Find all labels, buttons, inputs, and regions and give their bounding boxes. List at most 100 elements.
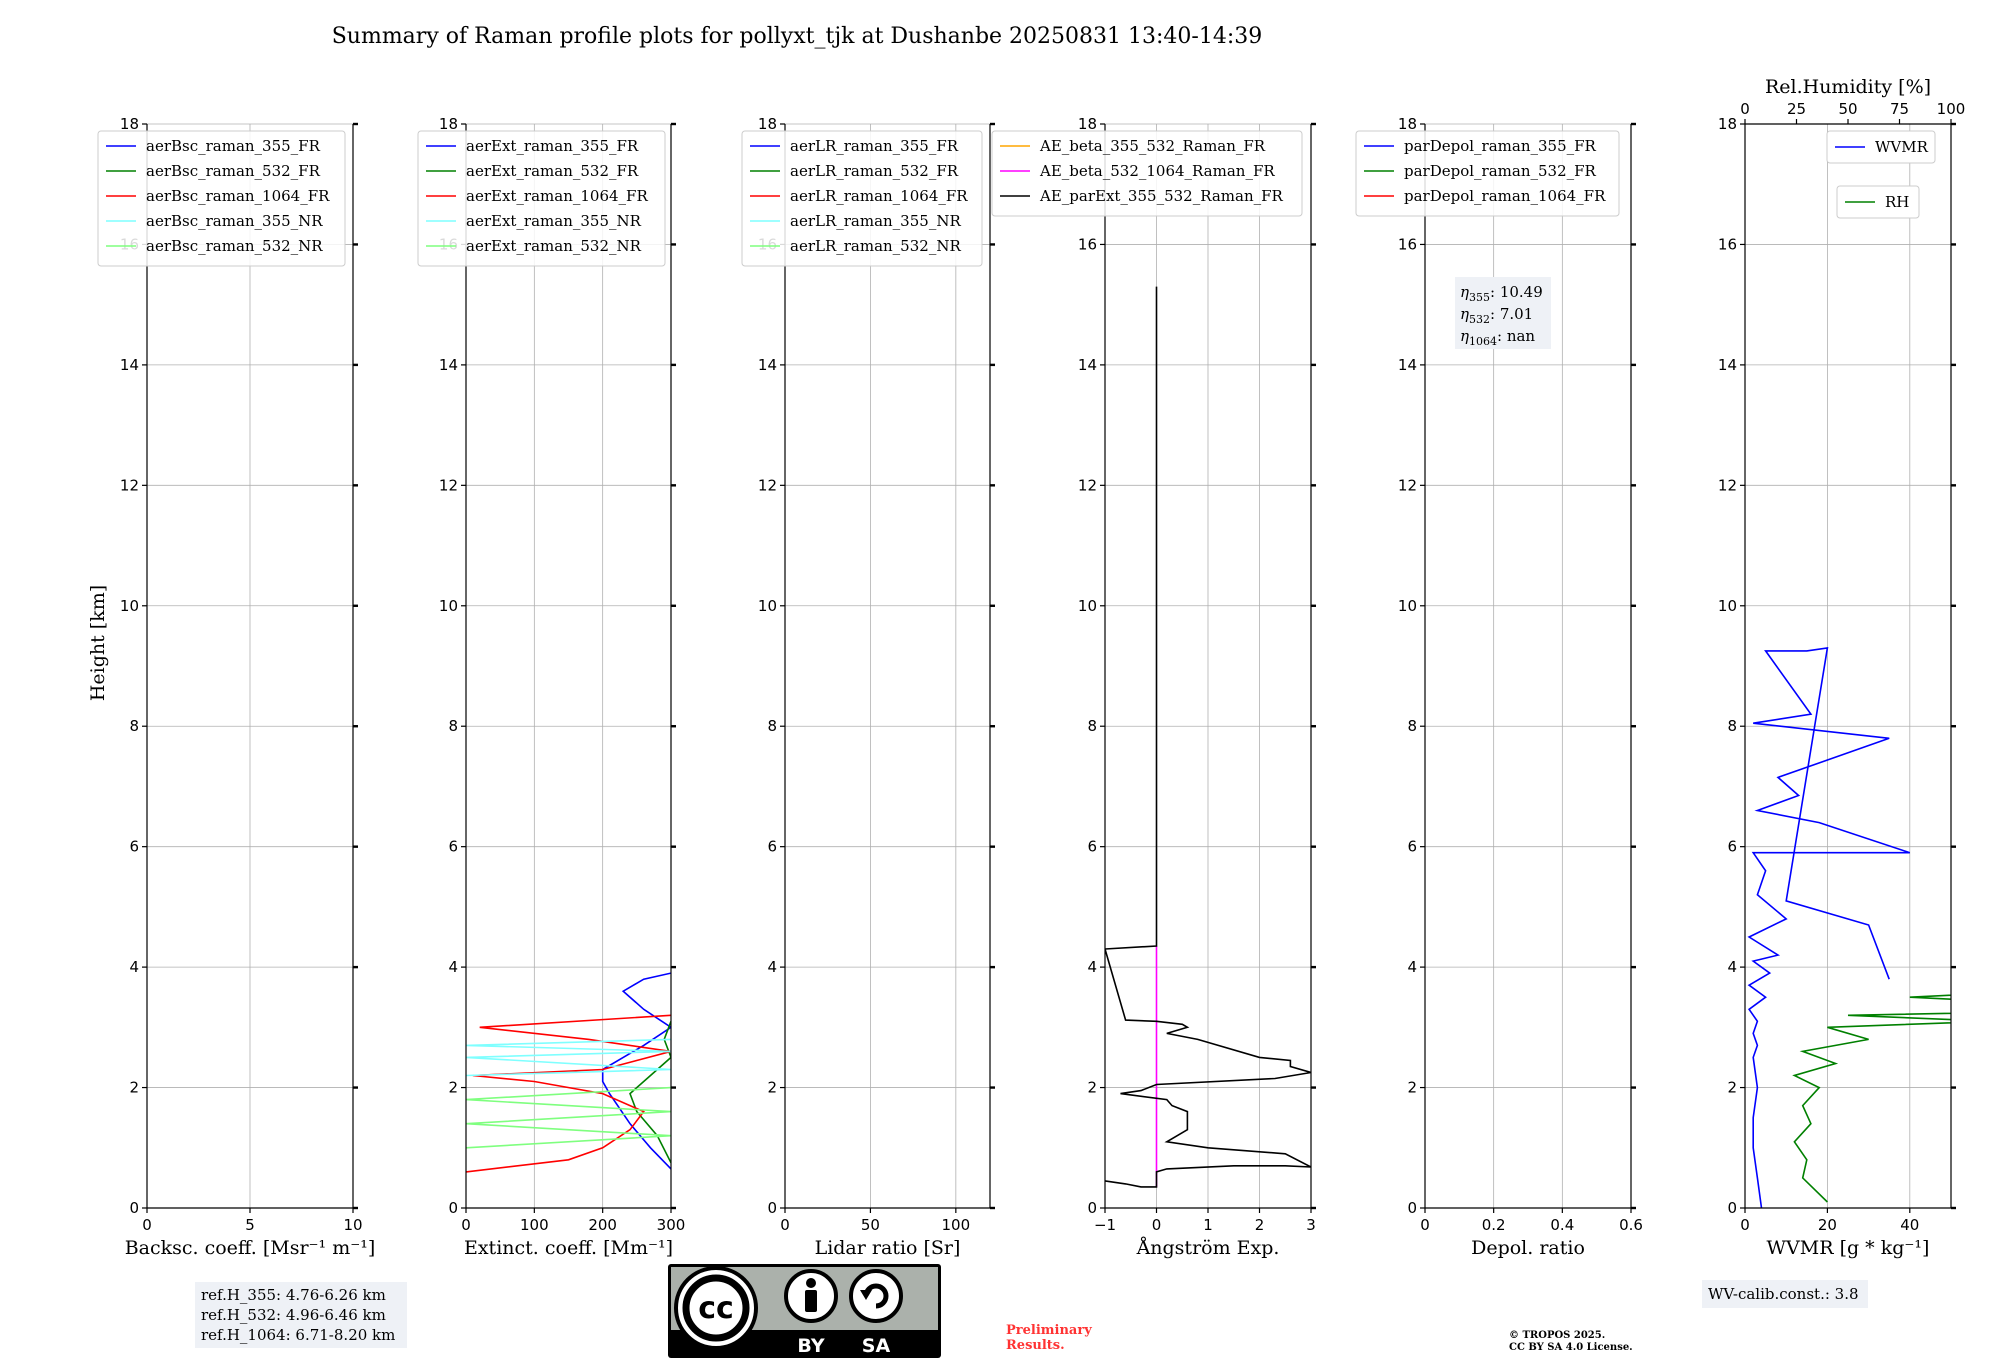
series-line-aerExt_raman_355_FR xyxy=(601,972,671,1170)
y-tick-label: 18 xyxy=(1718,115,1737,133)
x-axis-label: WVMR [g * kg⁻¹] xyxy=(1767,1237,1930,1259)
reference-height-box: ref.H_355: 4.76-6.26 km ref.H_532: 4.96-… xyxy=(195,1282,407,1348)
y-tick-label: 12 xyxy=(1398,476,1417,494)
y-tick-label: 2 xyxy=(129,1079,139,1097)
x-tick-label: 1 xyxy=(1203,1216,1213,1234)
cc-inner-icon xyxy=(682,1274,750,1342)
series-line-aerExt_raman_355_NR xyxy=(466,1038,671,1077)
top-axis-label: Rel.Humidity [%] xyxy=(1765,76,1931,98)
cc-by-sa-badge: cc BY SA xyxy=(668,1264,941,1358)
y-tick-label: 2 xyxy=(767,1079,777,1097)
y-tick-label: 10 xyxy=(1078,597,1097,615)
x-axis-label: Depol. ratio xyxy=(1471,1237,1585,1259)
panel-5: 0 2 4 6 8 10 12 14 16 18 0 0.2 0.4 0.6 Depol. ratio par… xyxy=(1355,115,1643,1259)
legend-rh: RH xyxy=(1836,185,1920,219)
y-tick-label: 0 xyxy=(129,1199,139,1217)
y-tick-label: 4 xyxy=(448,958,458,976)
legend-label: aerExt_raman_532_FR xyxy=(466,162,639,180)
y-tick-label: 2 xyxy=(448,1079,458,1097)
y-tick-label: 14 xyxy=(439,356,458,374)
x-tick-label: 20 xyxy=(1818,1216,1837,1234)
wv-calibration-constant: WV-calib.const.: 3.8 xyxy=(1708,1285,1859,1303)
series-group xyxy=(1747,646,1951,1208)
top-tick-label: 50 xyxy=(1838,100,1857,118)
x-tick-label: 0 xyxy=(461,1216,471,1234)
legend-label: RH xyxy=(1885,193,1909,211)
y-tick-label: 6 xyxy=(129,838,139,856)
y-tick-label: 6 xyxy=(448,838,458,856)
by-label: BY xyxy=(797,1335,824,1357)
ref-height-1064: ref.H_1064: 6.71-8.20 km xyxy=(201,1326,395,1344)
ref-height-355: ref.H_355: 4.76-6.26 km xyxy=(201,1286,386,1304)
panel-2: 0246810121416180100200300Extinct. coeff.… xyxy=(417,115,686,1259)
y-tick-label: 10 xyxy=(120,597,139,615)
y-tick-label: 0 xyxy=(1727,1199,1737,1217)
legend-label: aerLR_raman_355_FR xyxy=(790,137,959,155)
wv-calibration-box: WV-calib.const.: 3.8 xyxy=(1702,1280,1868,1308)
y-tick-label: 10 xyxy=(439,597,458,615)
series-line-WVMR xyxy=(1747,646,1911,1208)
eta-background xyxy=(1455,277,1551,349)
y-tick-label: 6 xyxy=(767,838,777,856)
y-tick-label: 0 xyxy=(448,1199,458,1217)
y-tick-label: 6 xyxy=(1727,838,1737,856)
y-tick-label: 16 xyxy=(1078,235,1097,253)
legend-box xyxy=(1826,130,1936,164)
series-group xyxy=(1105,286,1311,1188)
legend-label: aerLR_raman_1064_FR xyxy=(790,187,968,205)
y-tick-label: 4 xyxy=(129,958,139,976)
legend-label: aerBsc_raman_532_FR xyxy=(146,162,321,180)
x-axis-label: Backsc. coeff. [Msr⁻¹ m⁻¹] xyxy=(125,1237,376,1259)
x-tick-label: 0.2 xyxy=(1482,1216,1506,1234)
legend-box xyxy=(97,130,346,267)
preliminary-line-1: Preliminary xyxy=(1006,1323,1092,1338)
y-tick-label: 14 xyxy=(1078,356,1097,374)
y-tick-label: 18 xyxy=(1398,115,1417,133)
legend-label: WVMR xyxy=(1875,138,1929,156)
y-tick-label: 0 xyxy=(1407,1199,1417,1217)
x-tick-label: 300 xyxy=(657,1216,686,1234)
ref-height-532: ref.H_532: 4.96-6.46 km xyxy=(201,1306,386,1324)
eta-1064: η1064: nan xyxy=(1460,327,1535,348)
legend-label: aerBsc_raman_1064_FR xyxy=(146,187,330,205)
y-tick-label: 10 xyxy=(1398,597,1417,615)
y-axis-label: Height [km] xyxy=(87,585,109,701)
y-tick-label: 2 xyxy=(1087,1079,1097,1097)
legend-box xyxy=(991,130,1303,217)
series-group xyxy=(466,972,671,1173)
x-tick-label: 3 xyxy=(1306,1216,1316,1234)
y-tick-label: 4 xyxy=(1407,958,1417,976)
legend-label: aerBsc_raman_532_NR xyxy=(146,237,323,255)
y-tick-label: 4 xyxy=(1727,958,1737,976)
y-tick-label: 12 xyxy=(758,476,777,494)
eta-355: η355: 10.49 xyxy=(1460,283,1543,304)
legend-label: parDepol_raman_1064_FR xyxy=(1404,187,1606,205)
series-line-aerExt_raman_532_NR xyxy=(466,1086,671,1149)
y-tick-label: 0 xyxy=(1087,1199,1097,1217)
y-tick-label: 12 xyxy=(1078,476,1097,494)
x-tick-label: 10 xyxy=(343,1216,362,1234)
series-line-RH xyxy=(1792,972,1951,1203)
series-line-aerExt_raman_532_FR xyxy=(629,1021,671,1164)
x-tick-label: −1 xyxy=(1094,1216,1116,1234)
profile-panels: 0246810121416180510Backsc. coeff. [Msr⁻¹… xyxy=(97,76,1965,1259)
y-tick-label: 2 xyxy=(1727,1079,1737,1097)
legend-label: aerLR_raman_532_NR xyxy=(790,237,961,255)
x-tick-label: 2 xyxy=(1255,1216,1265,1234)
legend-label: aerExt_raman_355_FR xyxy=(466,137,639,155)
sa-share-icon xyxy=(849,1269,903,1323)
x-tick-label: 100 xyxy=(520,1216,549,1234)
y-tick-label: 18 xyxy=(120,115,139,133)
y-tick-label: 8 xyxy=(1087,717,1097,735)
legend-label: aerExt_raman_532_NR xyxy=(466,237,642,255)
top-tick-label: 25 xyxy=(1787,100,1806,118)
eta-annotation-box: η355: 10.49 η532: 7.01 η1064: nan xyxy=(1455,277,1551,349)
x-axis-label: Extinct. coeff. [Mm⁻¹] xyxy=(464,1237,673,1259)
x-tick-label: 40 xyxy=(1900,1216,1919,1234)
legend-label: parDepol_raman_355_FR xyxy=(1404,137,1597,155)
y-tick-label: 8 xyxy=(1407,717,1417,735)
y-tick-label: 8 xyxy=(1727,717,1737,735)
wv-calibration-background xyxy=(1702,1280,1868,1308)
